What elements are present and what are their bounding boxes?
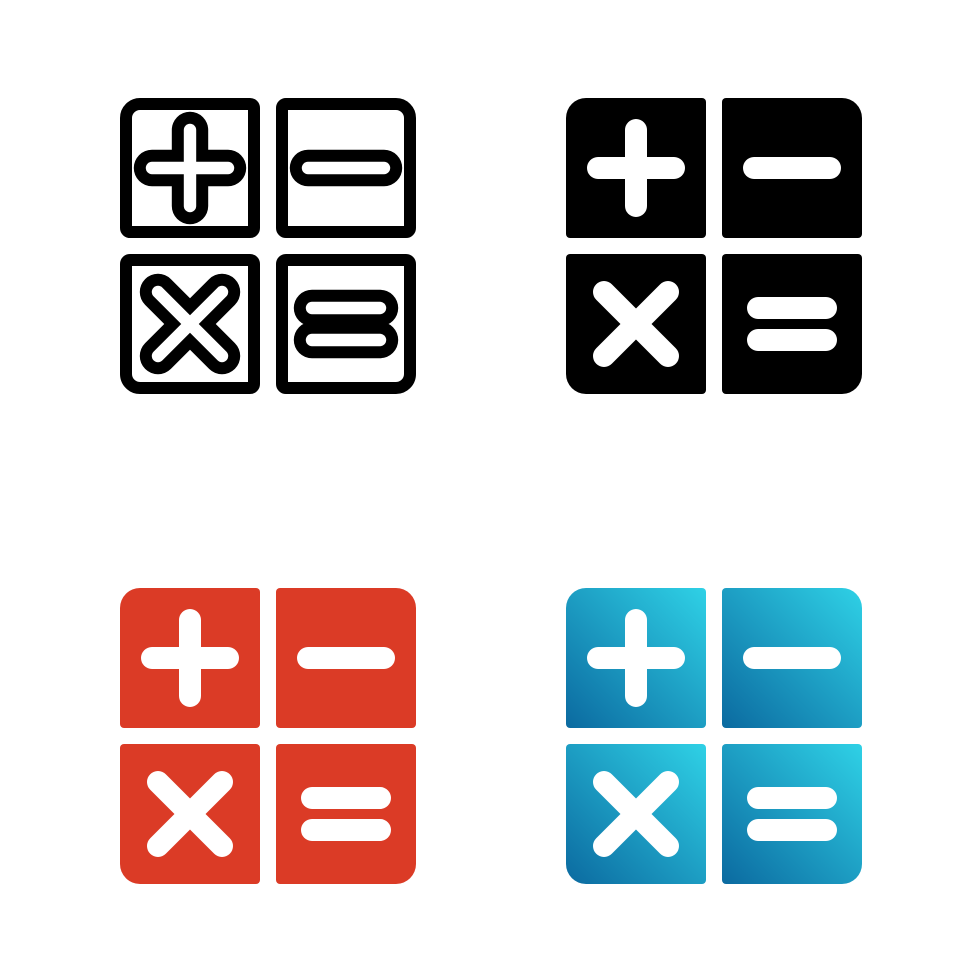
plus-icon <box>152 130 228 206</box>
calculator-solid-red-icon <box>120 588 416 884</box>
cell-bottom-right <box>722 744 862 884</box>
equals-icon <box>312 308 380 340</box>
calculator-outline-icon <box>120 98 416 394</box>
cell-bottom-right <box>722 254 862 394</box>
calculator-solid-black-icon <box>566 98 862 394</box>
cell-bottom-right <box>276 744 416 884</box>
icon-set-canvas: { "canvas": { "width": 980, "height": 98… <box>0 0 980 980</box>
calculator-gradient-teal-icon <box>566 588 862 884</box>
multiply-icon <box>158 292 222 356</box>
